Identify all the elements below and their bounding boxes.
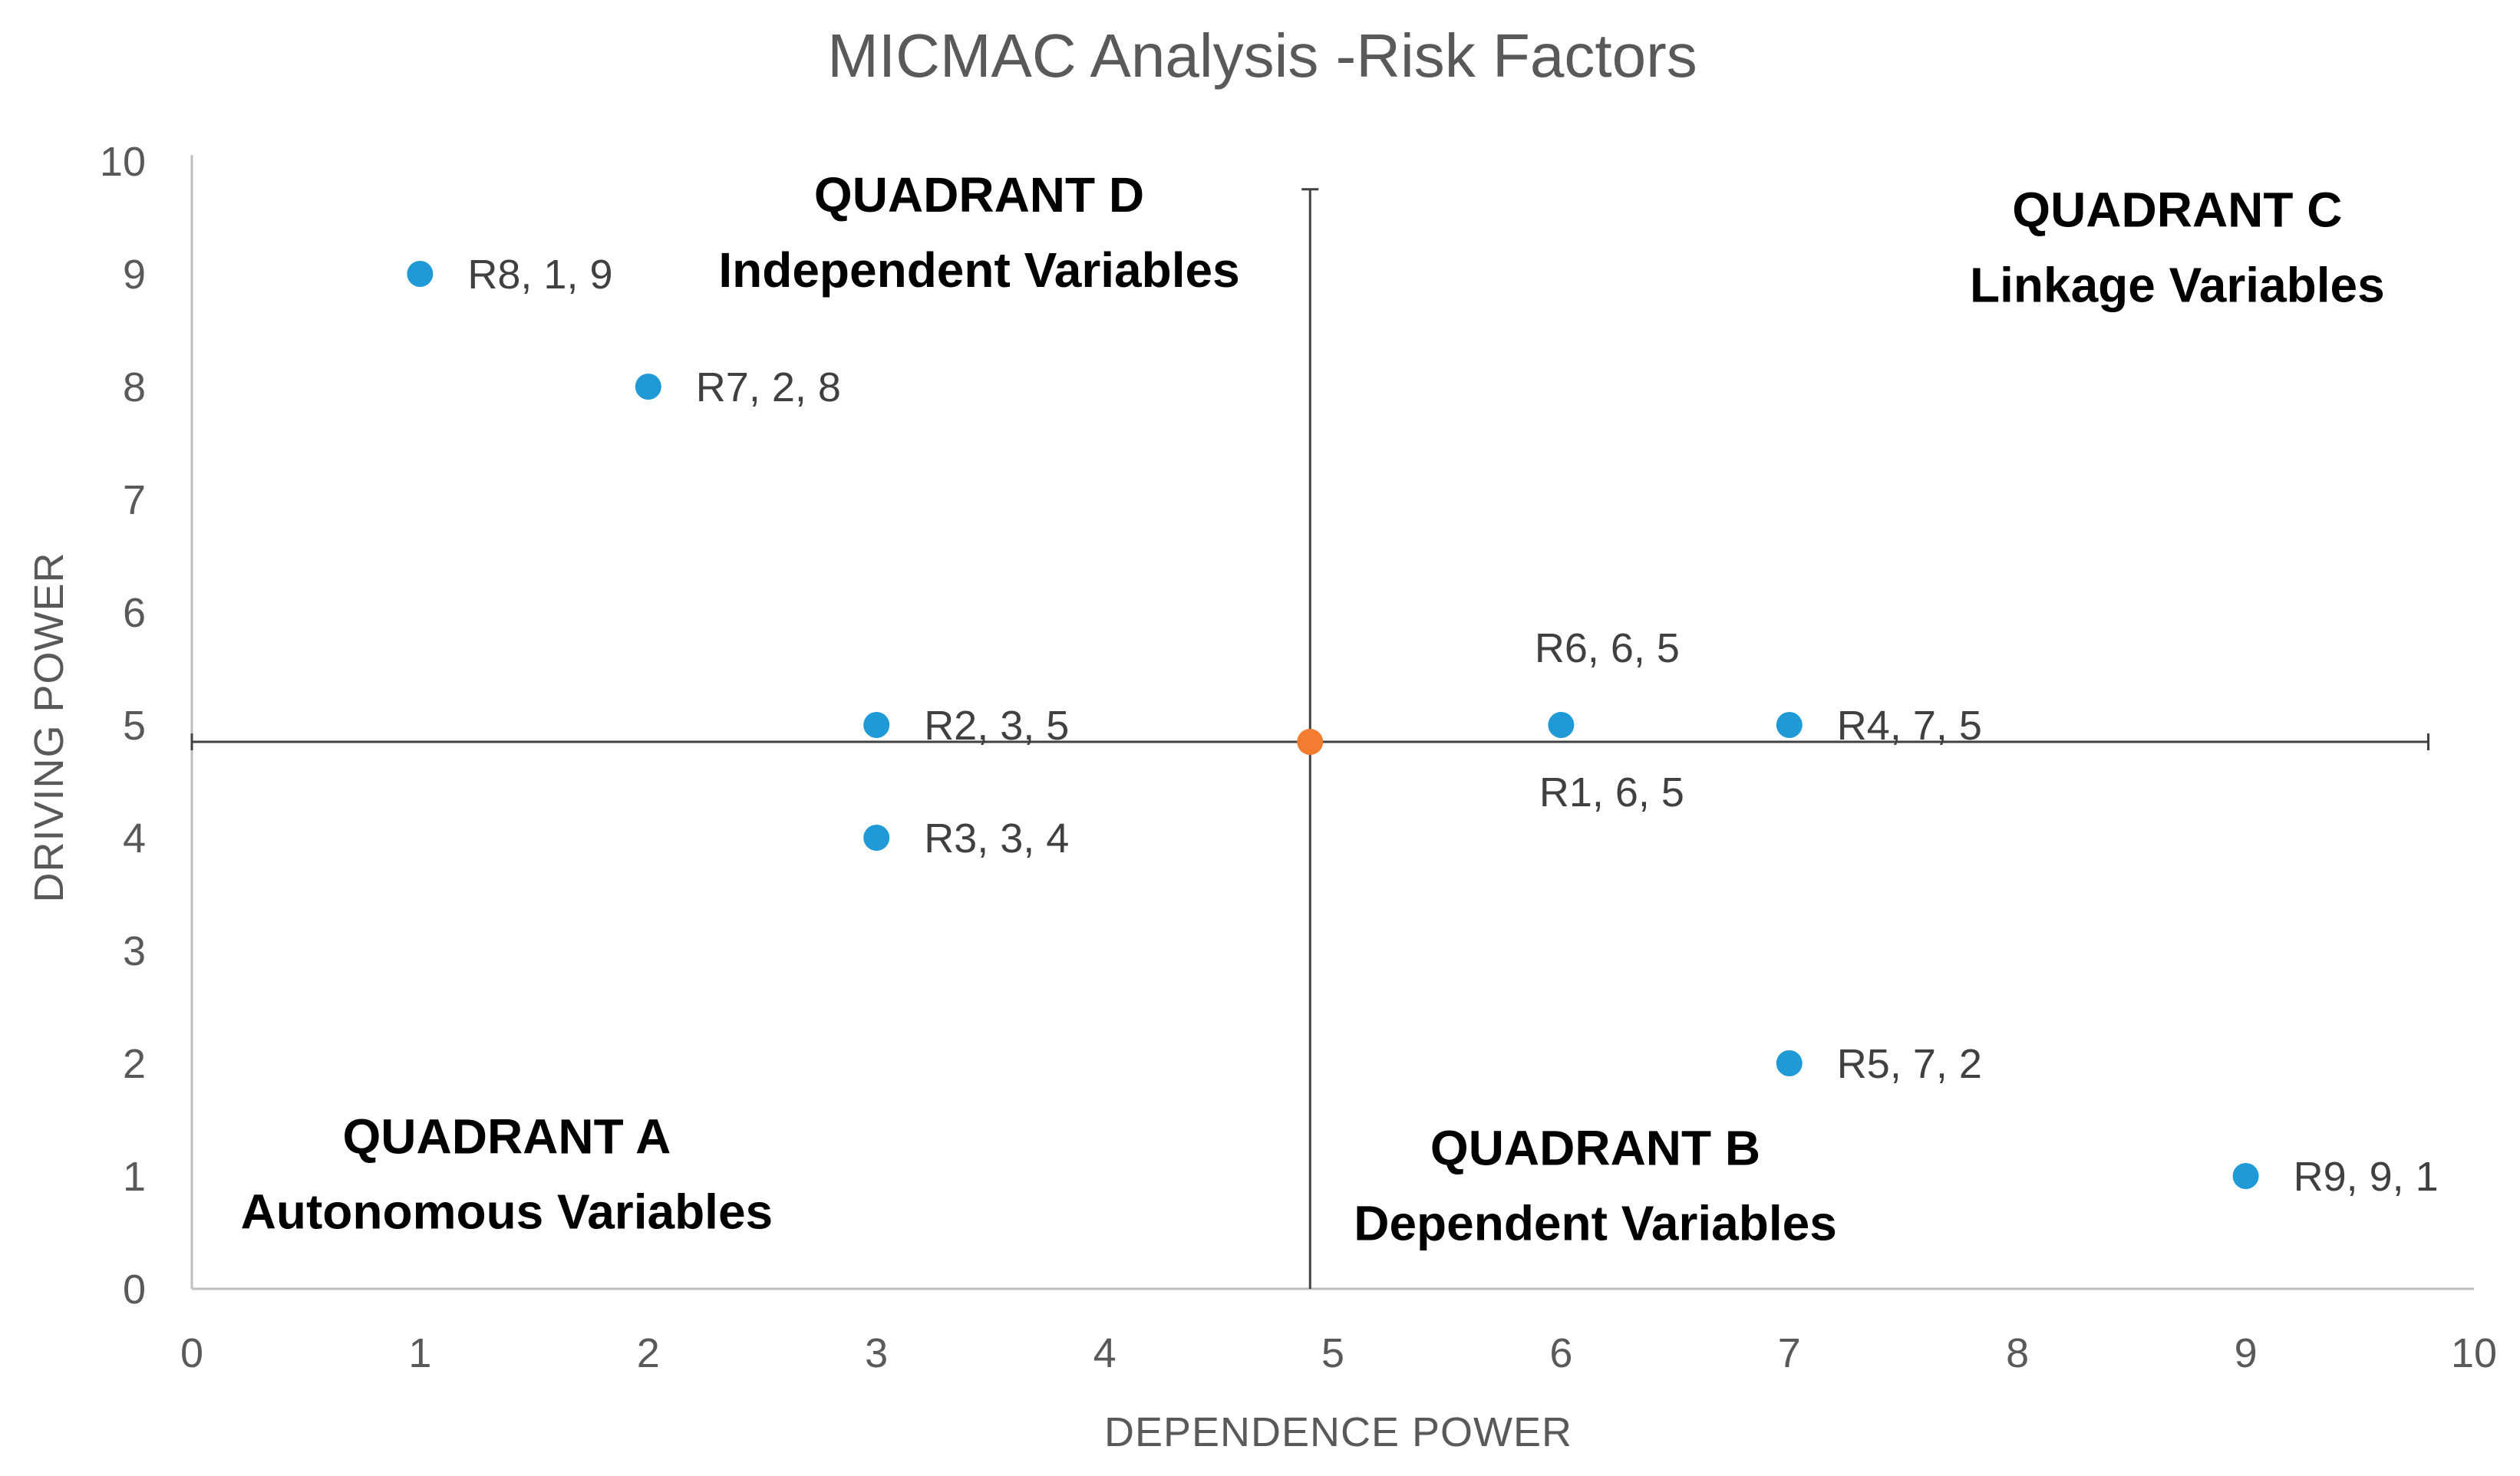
x-tick-label: 10	[2451, 1330, 2497, 1376]
x-tick-label: 3	[865, 1330, 888, 1376]
point-label-r1: R1, 6, 5	[1539, 769, 1684, 815]
quadrant-c-subtitle: Linkage Variables	[1970, 257, 2385, 312]
quadrant-a-subtitle: Autonomous Variables	[241, 1184, 773, 1240]
center-point	[1297, 729, 1324, 756]
quadrant-d-subtitle: Independent Variables	[718, 242, 1239, 298]
data-point-r9	[2232, 1163, 2259, 1189]
point-label-r4: R4, 7, 5	[1837, 703, 1982, 749]
y-tick-label: 7	[123, 477, 146, 523]
quadrant-a-title: QUADRANT A	[343, 1109, 671, 1165]
quadrant-dividers	[190, 188, 2430, 1289]
x-tick-label: 2	[637, 1330, 660, 1376]
point-label-r7: R7, 2, 8	[696, 364, 841, 410]
x-tick-label: 5	[1321, 1330, 1344, 1376]
x-tick-label: 9	[2235, 1330, 2258, 1376]
data-point-r5	[1776, 1050, 1803, 1076]
quadrant-b-subtitle: Dependent Variables	[1354, 1195, 1837, 1250]
x-tick-label: 4	[1093, 1330, 1117, 1376]
quadrant-d-title: QUADRANT D	[814, 167, 1144, 222]
y-tick-label: 3	[123, 928, 146, 974]
data-points: R8, 1, 9 R7, 2, 8 R2, 3, 5 R3, 3, 4 R6, 6, 5…	[407, 252, 2439, 1200]
point-label-r6: R6, 6, 5	[1535, 625, 1680, 671]
y-tick-label: 5	[123, 703, 146, 749]
y-tick-label: 6	[123, 590, 146, 636]
y-tick-label: 2	[123, 1041, 146, 1087]
point-label-r2: R2, 3, 5	[924, 703, 1069, 749]
data-point-r3	[863, 825, 890, 851]
point-label-r9: R9, 9, 1	[2294, 1154, 2439, 1200]
data-point-r8	[407, 261, 434, 287]
y-tick-label: 8	[123, 364, 146, 410]
y-tick-label: 1	[123, 1154, 146, 1200]
data-point-r2	[863, 712, 890, 738]
y-tick-label: 0	[123, 1267, 146, 1313]
data-point-r6	[1548, 712, 1575, 738]
x-tick-label: 0	[180, 1330, 203, 1376]
chart-title: MICMAC Analysis -Risk Factors	[827, 21, 1697, 90]
x-tick-label: 6	[1549, 1330, 1572, 1376]
x-tick-label: 1	[408, 1330, 431, 1376]
x-axis-ticks: 0 1 2 3 4 5 6 7 8 9 10	[180, 1330, 2497, 1376]
quadrant-c-title: QUADRANT C	[2012, 182, 2342, 237]
point-label-r3: R3, 3, 4	[924, 815, 1069, 862]
y-tick-label: 10	[100, 139, 146, 185]
data-point-r7	[635, 374, 661, 400]
data-point-r4	[1776, 712, 1803, 738]
y-axis-ticks: 0 1 2 3 4 5 6 7 8 9 10	[100, 139, 146, 1313]
y-tick-label: 9	[123, 252, 146, 298]
y-tick-label: 4	[123, 815, 146, 862]
point-label-r5: R5, 7, 2	[1837, 1041, 1982, 1087]
x-axis-label: DEPENDENCE POWER	[1104, 1409, 1572, 1455]
x-tick-label: 8	[2006, 1330, 2029, 1376]
point-label-r8: R8, 1, 9	[467, 252, 612, 298]
quadrant-labels: QUADRANT D Independent Variables QUADRANT …	[241, 167, 2385, 1250]
quadrant-b-title: QUADRANT B	[1430, 1120, 1760, 1175]
y-axis-label: DRIVING POWER	[26, 552, 72, 902]
x-tick-label: 7	[1778, 1330, 1801, 1376]
